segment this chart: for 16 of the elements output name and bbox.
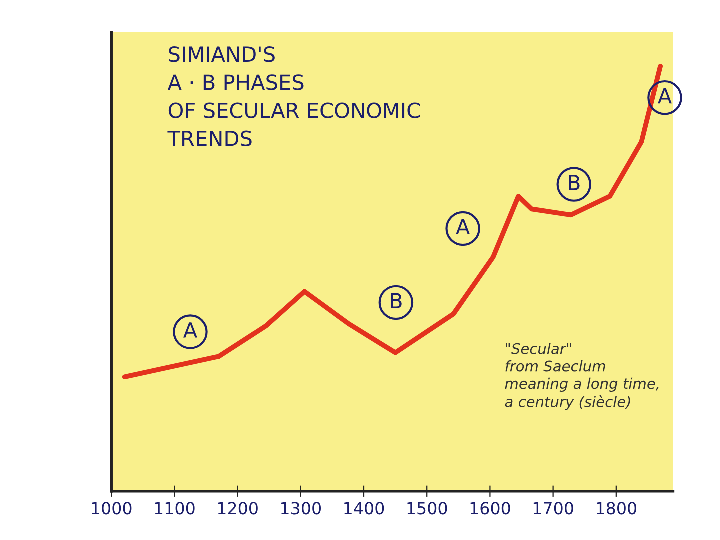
annotation: A bbox=[184, 322, 198, 338]
x-tick-label: 1200 bbox=[218, 502, 258, 515]
x-tick-label: 1100 bbox=[155, 502, 195, 515]
x-tick-label: 1800 bbox=[597, 502, 637, 515]
x-tick-label: 1700 bbox=[534, 502, 574, 515]
x-tick-label: 1400 bbox=[344, 502, 384, 515]
annotation: A bbox=[456, 219, 470, 234]
x-tick-label: 1500 bbox=[408, 502, 448, 515]
x-tick-label: 1300 bbox=[282, 502, 322, 515]
x-tick-label: 1000 bbox=[92, 502, 132, 515]
annotation: A bbox=[658, 88, 672, 104]
x-tick-label: 1600 bbox=[470, 502, 510, 515]
annotation: B bbox=[569, 175, 580, 190]
annotation: B bbox=[391, 293, 402, 308]
text: SIMIAND'S A · B PHASES OF SECULAR ECONOMIC TRENDS bbox=[168, 46, 420, 147]
annotation: "Secular" from Saeclum meaning a long time, a century (siècle) bbox=[505, 343, 659, 410]
